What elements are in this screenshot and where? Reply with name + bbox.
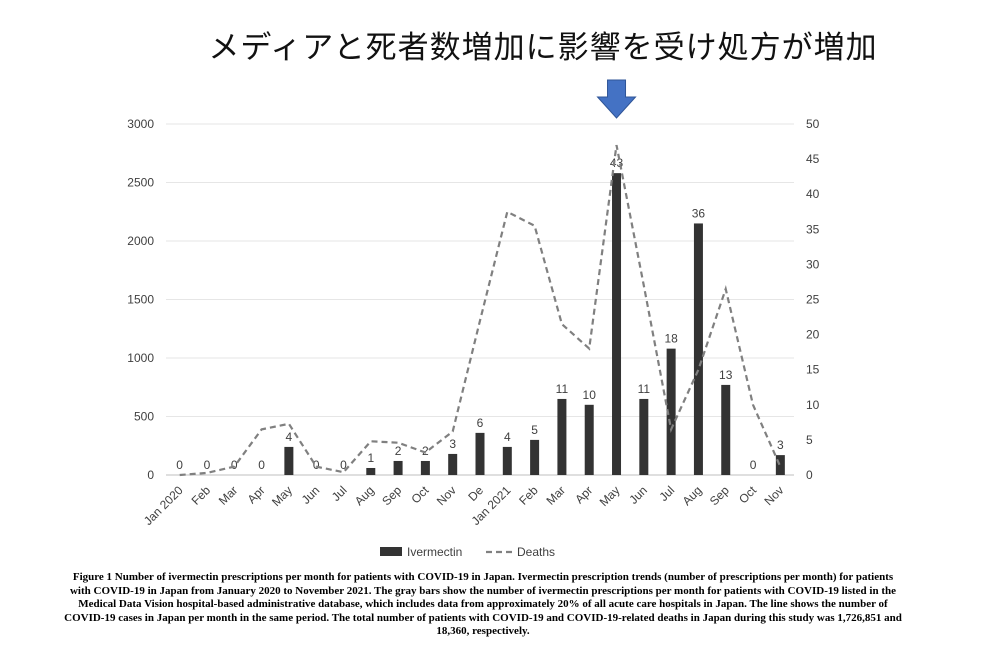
bar-ivermectin — [721, 384, 731, 475]
x-tick-label: Jul — [657, 483, 678, 504]
x-tick-label: May — [269, 483, 295, 509]
y-right-tick-label: 40 — [806, 187, 820, 201]
bar-series — [284, 173, 785, 475]
legend-swatch-ivermectin — [380, 547, 402, 556]
bar-data-label: 11 — [638, 382, 651, 396]
bar-data-label: 0 — [313, 458, 320, 472]
y-left-tick-label: 3000 — [127, 117, 154, 131]
bar-data-label: 6 — [477, 416, 484, 430]
x-tick-label: Mar — [544, 483, 569, 508]
bar-data-label: 0 — [204, 458, 211, 472]
bar-ivermectin — [284, 446, 294, 475]
x-tick-label: Feb — [516, 483, 541, 508]
x-tick-label: Sep — [707, 483, 732, 508]
y-right-tick-label: 30 — [806, 257, 820, 271]
bar-data-label: 0 — [258, 458, 265, 472]
y-left-tick-label: 2500 — [127, 176, 154, 190]
bar-data-label: 3 — [777, 438, 784, 452]
bar-data-label: 0 — [340, 458, 347, 472]
x-tick-label: Jun — [299, 483, 323, 507]
bar-data-label: 11 — [556, 382, 569, 396]
bar-ivermectin — [448, 453, 458, 475]
bar-data-label: 1 — [367, 451, 374, 465]
y-left-tick-label: 1500 — [127, 293, 154, 307]
bar-ivermectin — [420, 460, 430, 475]
bar-ivermectin — [639, 398, 649, 475]
y-right-tick-label: 0 — [806, 468, 813, 482]
bar-ivermectin — [612, 173, 622, 475]
x-tick-label: Oct — [736, 483, 760, 507]
figure-caption: Figure 1 Number of ivermectin prescripti… — [64, 571, 902, 637]
y-right-tick-label: 15 — [806, 363, 820, 377]
bar-ivermectin — [366, 467, 376, 475]
x-tick-label: Oct — [408, 483, 432, 507]
bar-data-label: 2 — [395, 444, 402, 458]
bar-data-label: 0 — [750, 458, 757, 472]
bar-data-label: 36 — [692, 206, 706, 220]
bar-ivermectin — [502, 446, 512, 475]
x-tick-label: Nov — [434, 483, 459, 508]
y-right-tick-label: 5 — [806, 433, 813, 447]
bar-data-label: 4 — [286, 430, 293, 444]
bar-data-label: 0 — [231, 458, 238, 472]
bar-ivermectin — [557, 398, 567, 475]
down-arrow-icon — [596, 79, 637, 119]
bar-data-label: 3 — [449, 437, 456, 451]
bar-ivermectin — [584, 404, 594, 475]
bar-data-label: 13 — [719, 368, 733, 382]
y-axis-left: 0 500 1000 1500 2000 2500 3000 — [127, 117, 154, 482]
x-tick-label: De — [465, 483, 486, 504]
legend-label-deaths: Deaths — [517, 545, 555, 559]
y-left-tick-label: 500 — [134, 410, 154, 424]
y-left-tick-label: 1000 — [127, 351, 154, 365]
x-tick-label: Feb — [189, 483, 214, 508]
headline: メディアと死者数増加に影響を受け処方が増加 — [208, 30, 878, 66]
annotation — [596, 79, 637, 119]
y-axis-right: 0 5 10 15 20 25 30 35 40 45 50 — [806, 117, 820, 482]
bar-data-label: 0 — [176, 458, 183, 472]
bar-ivermectin — [530, 439, 540, 475]
x-tick-label: Nov — [761, 483, 786, 508]
x-tick-label: Mar — [216, 483, 241, 508]
x-tick-label: Jan 2020 — [141, 483, 186, 528]
y-right-tick-label: 25 — [806, 293, 820, 307]
legend: Ivermectin Deaths — [380, 545, 555, 559]
x-tick-label: Sep — [379, 483, 404, 508]
bar-ivermectin — [693, 223, 703, 475]
y-right-tick-label: 20 — [806, 328, 820, 342]
bar-ivermectin — [475, 432, 485, 475]
line-series — [179, 144, 782, 477]
y-left-tick-label: 2000 — [127, 234, 154, 248]
y-right-tick-label: 10 — [806, 398, 820, 412]
x-tick-label: Apr — [245, 483, 268, 506]
y-right-tick-label: 35 — [806, 222, 820, 236]
line-deaths — [179, 144, 782, 477]
bar-data-label: 4 — [504, 430, 511, 444]
y-right-tick-label: 50 — [806, 117, 820, 131]
bar-ivermectin — [775, 455, 785, 475]
x-tick-label: Aug — [680, 483, 705, 508]
y-right-tick-label: 45 — [806, 152, 820, 166]
x-axis: Jan 2020 Feb Mar Apr May Jun Jul Aug Sep Oct Nov De… — [141, 483, 787, 528]
x-tick-label: Jun — [626, 483, 650, 507]
x-tick-label: Apr — [572, 483, 595, 506]
legend-label-ivermectin: Ivermectin — [407, 545, 462, 559]
bar-data-label: 2 — [422, 444, 429, 458]
bar-data-label: 18 — [664, 332, 678, 346]
bar-ivermectin — [393, 460, 403, 475]
gridlines — [166, 123, 794, 476]
bar-ivermectin — [666, 348, 676, 475]
bar-data-label: 10 — [583, 388, 597, 402]
bar-data-label: 5 — [531, 423, 538, 437]
x-tick-label: Jul — [329, 483, 350, 504]
x-tick-label: Aug — [352, 483, 377, 508]
x-tick-label: May — [597, 483, 623, 509]
y-left-tick-label: 0 — [147, 468, 154, 482]
